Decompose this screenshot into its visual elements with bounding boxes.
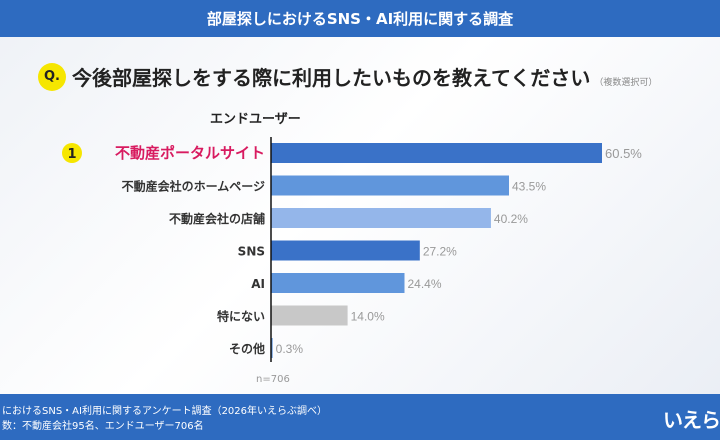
rank-badge [62,143,82,163]
logo: いえら [663,408,720,432]
question-badge: Q. [38,62,66,91]
category-label: 不動産会社の店舗 [169,211,265,226]
bar [271,175,509,196]
category-label: 特にない [217,309,265,324]
category-label: その他 [229,341,265,356]
footer-source: におけるSNS・AI利用に関するアンケート調査（2026年いえらぶ調べ） [2,406,328,417]
chart-subtitle: エンドユーザー [210,112,301,127]
bar [271,143,602,163]
data-label: 24.4% [407,277,441,291]
question-note: （複数選択可） [594,78,658,88]
category-label: 不動産会社のホームページ [122,179,265,194]
bar [271,338,273,358]
bar [271,208,491,228]
sample-size: n=706 [256,374,290,385]
bar [271,305,348,326]
header: 部屋探しにおけるSNS・AI利用に関する調査 [0,0,720,37]
bar [271,273,405,293]
bar [271,240,420,261]
data-label: 60.5% [605,146,642,161]
footer-sample: 数：不動産会社95名、エンドユーザー706名 [2,421,204,432]
data-label: 43.5% [512,180,546,194]
rank-label: 1 [67,147,76,162]
category-label: 不動産ポータルサイト [115,144,265,162]
data-label: 27.2% [423,245,457,259]
question: Q. 今後部屋探しをする際に利用したいものを教えてください （複数選択可） [38,62,657,91]
data-label: 14.0% [351,310,385,324]
category-label: SNS [238,245,265,259]
data-label: 0.3% [276,342,304,356]
footer: におけるSNS・AI利用に関するアンケート調査（2026年いえらぶ調べ） 数：不… [0,394,720,440]
data-label: 40.2% [494,212,528,226]
header-title: 部屋探しにおけるSNS・AI利用に関する調査 [206,10,514,28]
category-label: AI [251,277,265,291]
question-text: 今後部屋探しをする際に利用したいものを教えてください [72,66,591,90]
